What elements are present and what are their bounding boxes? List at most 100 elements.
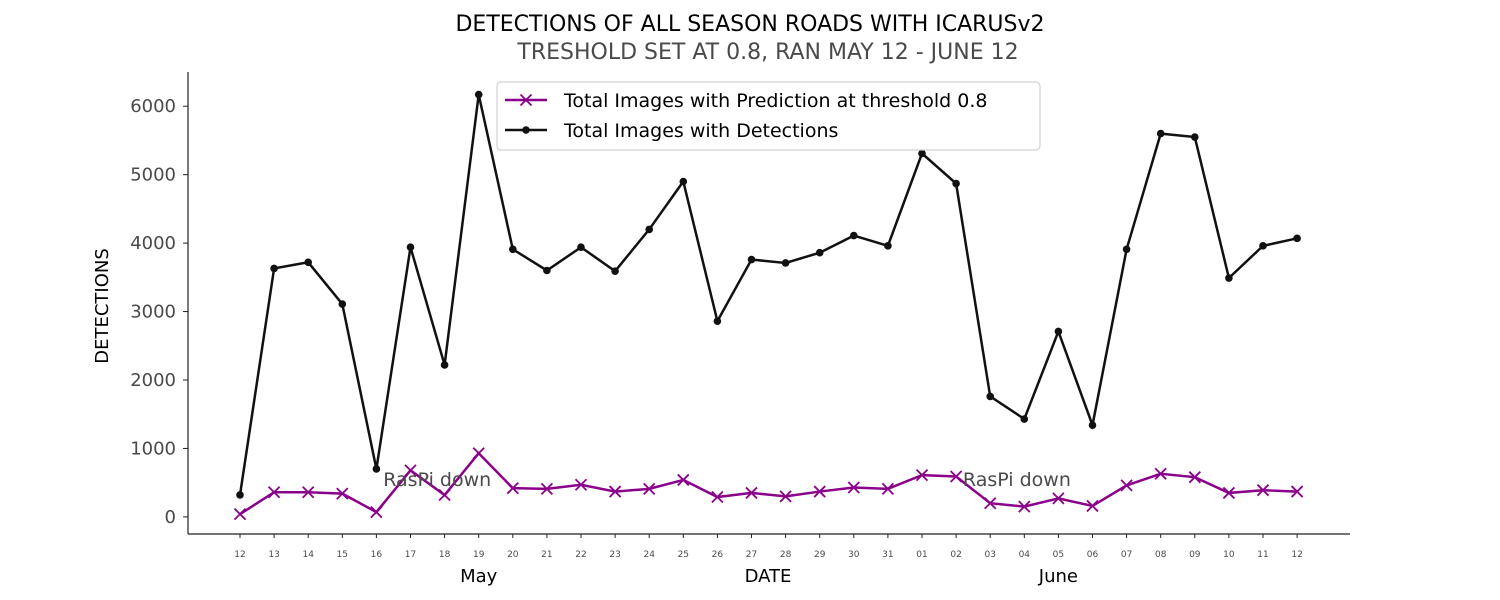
data-point-x [1188,471,1201,484]
y-tick-label: 1000 [130,438,176,459]
data-point-dot [952,179,960,188]
x-tick-label: 07 [1121,550,1132,560]
x-tick-label: 30 [848,550,860,560]
x-tick-label: 18 [439,550,451,560]
y-tick-label: 5000 [130,165,176,186]
data-point-dot [713,317,722,325]
marker-stroke [745,486,758,500]
data-point-x [643,482,656,495]
y-axis-ticks: 0 1000 2000 3000 4000 5000 6000 [130,96,188,528]
marker-stroke [267,486,281,499]
data-point-dot [986,392,994,401]
series-line [239,451,1298,516]
data-point-x [233,508,247,521]
x-tick-label: 26 [712,550,724,560]
x-tick-label: 06 [1087,550,1099,560]
data-point-x [438,488,451,502]
data-point-dot [747,255,756,264]
data-point-dot [1088,421,1097,429]
data-point-x [506,482,519,495]
data-point-dot [645,225,653,234]
data-point-x [949,470,963,483]
data-point-dot [918,149,926,158]
data-point-x [847,481,860,494]
data-point-x [677,473,690,487]
series-line [238,94,1298,496]
data-point-dot [679,177,688,186]
data-point-dot [304,258,313,267]
x-tick-label: 15 [337,550,348,560]
x-tick-label: 13 [268,550,279,560]
month-label: May [460,566,498,587]
data-point-x [1222,486,1236,500]
data-point-dot [406,243,415,252]
data-point-x [984,497,997,510]
data-point-dot [1020,415,1029,423]
data-point-x [608,485,622,498]
x-tick-label: 03 [984,550,995,560]
annotations: RasPi down RasPi down [383,469,1071,491]
marker-stroke [984,497,997,510]
x-tick-label: 31 [882,550,893,560]
data-point-x [540,482,554,495]
marker-stroke [1154,467,1167,480]
chart-subtitle: TRESHOLD SET AT 0.8, RAN MAY 12 - JUNE 1… [516,40,1018,65]
data-point-x [1256,484,1270,497]
legend: Total Images with Prediction at threshol… [496,81,1041,151]
data-point-dot [577,243,585,252]
data-point-x [404,464,417,477]
x-tick-label: 11 [1257,550,1268,560]
month-label: June [1038,566,1078,587]
y-axis-label: DETECTIONS [92,248,113,364]
x-tick-label: 14 [302,550,314,560]
x-tick-label: 28 [780,550,792,560]
chart-title: DETECTIONS OF ALL SEASON ROADS WITH ICAR… [455,12,1044,37]
data-point-dot [440,361,449,369]
x-axis-ticks: 12 13 14 15 16 17 18 19 20 21 22 23 24 25 26 27 28 29 30 31… [234,534,1303,587]
data-point-dot [611,267,619,275]
series-layer [233,90,1304,521]
y-tick-label: 6000 [130,96,176,117]
marker-stroke [881,482,895,495]
marker-stroke [438,488,451,502]
marker-stroke [847,481,860,494]
marker-stroke [813,485,826,498]
marker-stroke [472,447,485,460]
data-point-x [1154,467,1167,480]
data-point-x [1086,499,1099,513]
marker-stroke [404,464,417,477]
data-point-dot [884,242,892,250]
marker-stroke [779,490,792,503]
data-point-x [711,490,724,504]
marker-stroke [540,482,554,495]
x-tick-label: 08 [1155,550,1167,560]
series-detections [236,90,1301,499]
data-point-dot [1259,242,1267,250]
legend-marker-x [519,93,533,107]
data-point-x [1120,479,1133,492]
x-axis-label: DATE [745,566,792,587]
x-tick-label: 09 [1189,550,1201,560]
axes [187,72,1350,535]
marker-stroke [1256,484,1270,497]
annotation-text: RasPi down [383,469,491,491]
x-tick-label: 05 [1053,550,1064,560]
data-point-x [574,478,588,491]
x-tick-label: 12 [234,550,245,560]
data-point-dot [509,245,517,254]
marker-stroke [1222,486,1236,500]
marker-stroke [1086,499,1099,513]
x-tick-label: 20 [507,550,519,560]
marker-stroke [1018,500,1031,513]
marker-stroke [1290,485,1304,498]
data-point-dot [850,231,858,240]
data-point-x [472,447,485,460]
y-tick-label: 0 [165,507,176,528]
data-point-dot [1191,133,1199,141]
series-predictions [233,447,1304,521]
data-point-dot [372,465,381,473]
x-tick-label: 12 [1291,550,1302,560]
marker-stroke [711,490,724,504]
x-tick-label: 23 [609,550,620,560]
